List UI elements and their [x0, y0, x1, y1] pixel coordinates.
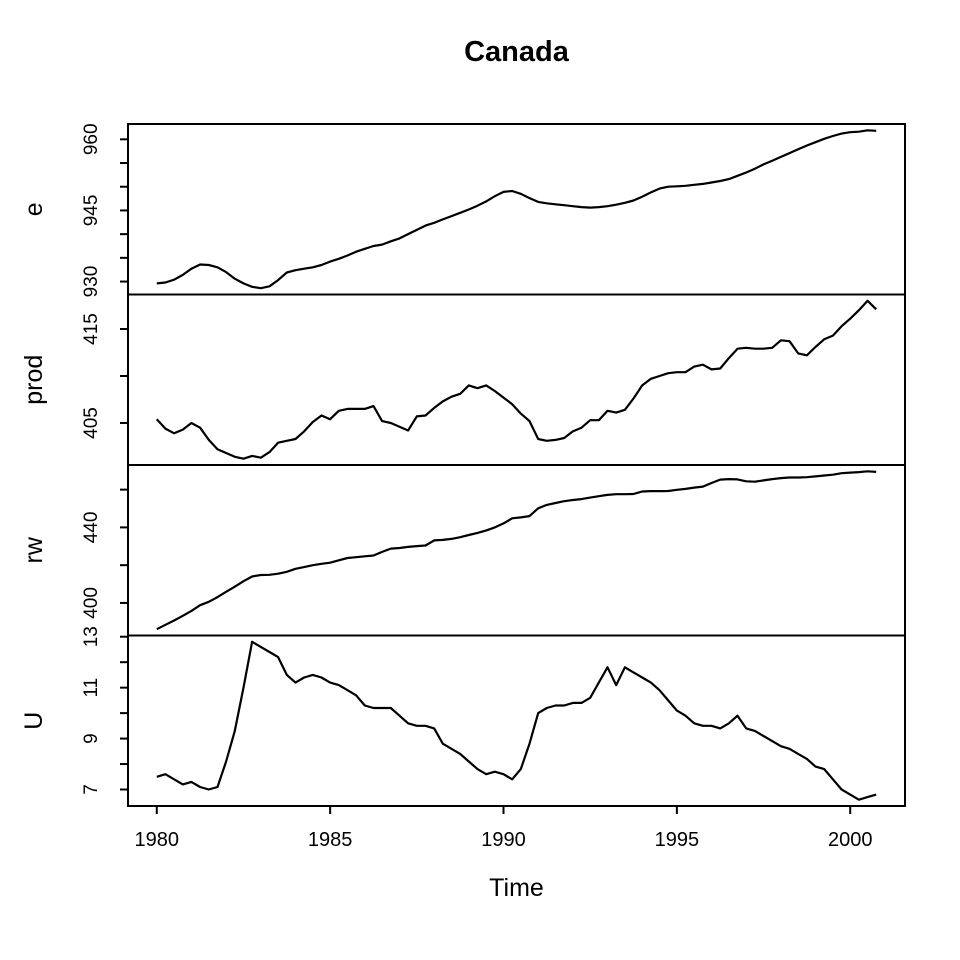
x-tick-label: 1980 — [135, 829, 180, 851]
x-tick-label: 2000 — [828, 829, 873, 851]
y-tick-label-e: 930 — [81, 266, 102, 298]
y-tick-label-U: 7 — [81, 784, 102, 795]
y-tick-label-e: 945 — [81, 195, 102, 227]
x-tick-label: 1995 — [655, 829, 700, 851]
y-tick-label-rw: 440 — [81, 512, 102, 544]
y-tick-label-e: 960 — [81, 123, 102, 155]
panel-label-rw: rw — [20, 536, 48, 563]
plot-border — [127, 123, 906, 807]
series-line-e — [156, 129, 877, 290]
chart-title: Canada — [464, 36, 569, 68]
panel-label-prod: prod — [20, 355, 48, 405]
series-line-rw — [156, 470, 877, 631]
series-line-prod — [155, 299, 877, 460]
series-line-U — [156, 640, 877, 801]
y-tick-label-U: 9 — [81, 733, 102, 744]
x-tick-label: 1985 — [308, 829, 353, 851]
y-tick-label-U: 13 — [81, 626, 102, 647]
panel-label-U: U — [20, 712, 48, 730]
x-tick-label: 1990 — [481, 829, 526, 851]
x-axis-title: Time — [489, 874, 544, 902]
y-tick-label-prod: 405 — [81, 407, 102, 439]
panel-label-e: e — [20, 202, 48, 216]
y-tick-label-rw: 400 — [81, 587, 102, 619]
y-tick-label-prod: 415 — [81, 313, 102, 345]
y-tick-label-U: 11 — [81, 678, 102, 698]
